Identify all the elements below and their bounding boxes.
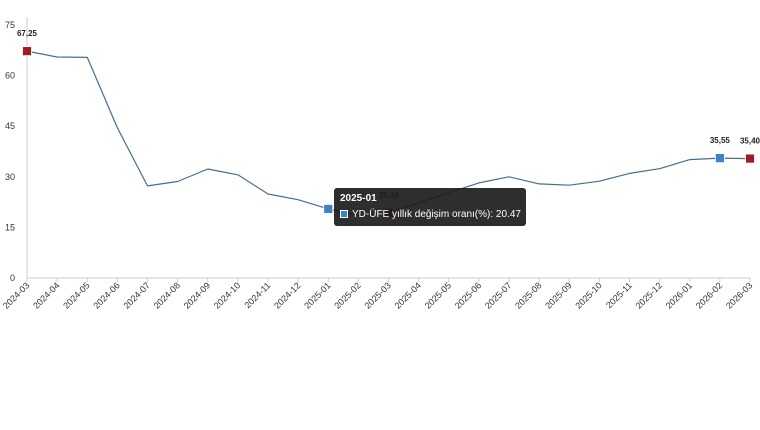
y-tick-label: 30 (5, 172, 15, 182)
x-tick-label: 2025-01 (302, 280, 332, 310)
x-tick-label: 2025-02 (332, 280, 362, 310)
x-axis: 2024-03 2024-04 2024-05 2024-06 2024-07 2024-… (1, 277, 754, 311)
x-tick-label: 2024-09 (182, 280, 212, 310)
x-tick-label: 2025-05 (423, 280, 453, 310)
data-point-label: 35,55 (710, 136, 731, 145)
data-point-marker (323, 204, 334, 214)
tooltip-title: 2025-01 (340, 193, 377, 204)
tooltip-swatch-icon (340, 210, 348, 218)
y-tick-label: 75 (5, 20, 15, 30)
tooltip-text: YD-ÜFE yıllık değişim oranı(%): 20.47 (352, 209, 521, 220)
data-point-label: 35,40 (740, 137, 760, 146)
data-point-marker (745, 153, 755, 164)
y-tick-label: 45 (5, 121, 15, 131)
x-tick-label: 2025-07 (483, 280, 513, 310)
x-tick-label: 2025-10 (573, 280, 603, 310)
x-tick-label: 2024-06 (91, 280, 121, 310)
tooltip: 2025-01 YD-ÜFE yıllık değişim oranı(%): … (334, 188, 526, 226)
x-tick-label: 2025-12 (634, 280, 664, 310)
x-tick-label: 2024-08 (152, 280, 182, 310)
x-tick-label: 2025-11 (604, 280, 634, 310)
y-tick-label: 60 (5, 71, 15, 81)
x-tick-label: 2024-10 (212, 280, 242, 310)
y-tick-label: 15 (5, 222, 15, 232)
x-tick-label: 2025-03 (362, 280, 392, 310)
data-point-label: 67,25 (17, 29, 38, 38)
x-tick-label: 2025-04 (393, 280, 423, 310)
x-tick-label: 2024-04 (31, 280, 61, 310)
x-tick-label: 2024-07 (121, 280, 151, 310)
tooltip-row: YD-ÜFE yıllık değişim oranı(%): 20.47 (340, 208, 521, 222)
x-tick-label: 2025-06 (453, 280, 483, 310)
data-point-marker (22, 46, 32, 57)
y-axis: 0 15 30 45 60 75 (5, 17, 28, 283)
x-tick-label: 2025-08 (513, 280, 543, 310)
x-tick-label: 2026-03 (724, 280, 754, 310)
x-tick-label: 2024-05 (61, 280, 91, 310)
x-tick-label: 2025-09 (543, 280, 573, 310)
y-tick-label: 0 (10, 273, 15, 283)
x-tick-label: 2024-03 (1, 280, 31, 310)
x-tick-label: 2024-12 (272, 280, 302, 310)
x-tick-label: 2024-11 (242, 280, 272, 310)
x-tick-label: 2026-01 (664, 280, 694, 310)
x-tick-label: 2026-02 (694, 280, 724, 310)
data-point-marker (714, 153, 725, 163)
